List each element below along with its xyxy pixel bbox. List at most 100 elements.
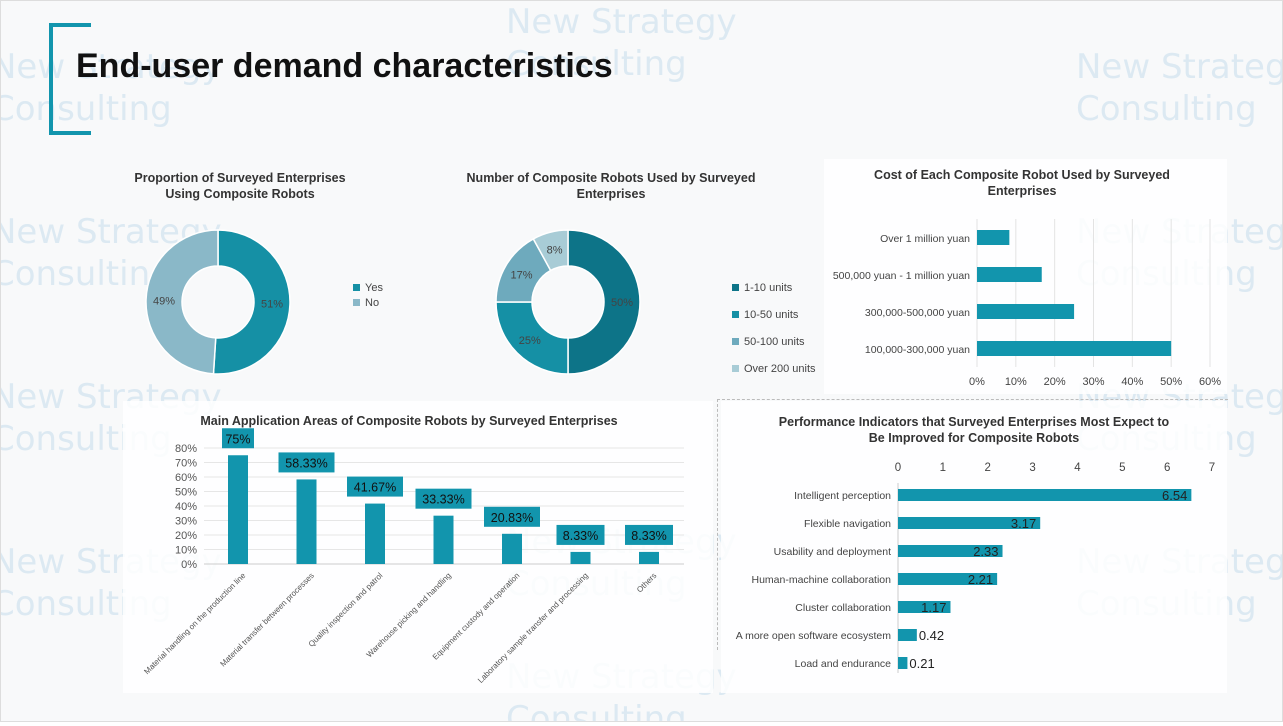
x-tick-label: 30% xyxy=(1082,376,1104,388)
divider xyxy=(717,399,1228,650)
x-tick-label: 40% xyxy=(1121,376,1143,388)
x-tick-label: 0% xyxy=(969,376,985,388)
bar xyxy=(898,545,1003,557)
slice-label: 17% xyxy=(511,270,533,282)
legend-swatch xyxy=(732,284,739,291)
bar xyxy=(898,573,998,585)
y-tick-label: 80% xyxy=(175,443,197,455)
category-label: Laboratory sample transfer and processin… xyxy=(476,571,590,685)
data-label-box xyxy=(625,524,673,545)
data-label-box xyxy=(556,524,605,545)
bar xyxy=(502,533,522,564)
legend-label: 10-50 units xyxy=(744,309,799,321)
category-label: 300,000-500,000 yuan xyxy=(865,307,970,319)
chart-title: Enterprises xyxy=(577,187,646,201)
category-label: Over 1 million yuan xyxy=(880,233,970,245)
bar xyxy=(898,657,908,669)
pie-slice xyxy=(145,229,219,375)
slice-label: 50% xyxy=(611,297,633,309)
chart-title: Performance Indicators that Surveyed Ent… xyxy=(779,415,1170,429)
slice-label: 25% xyxy=(519,335,541,347)
bar xyxy=(365,503,385,564)
page-title: End-user demand characteristics xyxy=(76,47,613,85)
bar xyxy=(898,629,917,641)
category-label: Human-machine collaboration xyxy=(752,574,892,586)
bar xyxy=(570,551,591,564)
data-label-box xyxy=(484,506,540,527)
category-label: Others xyxy=(635,571,658,594)
legend-swatch xyxy=(732,338,739,345)
chart-title: Main Application Areas of Composite Robo… xyxy=(200,414,617,428)
legend-swatch xyxy=(353,299,360,306)
data-label: 58.33% xyxy=(285,456,327,470)
bar xyxy=(296,479,317,564)
data-label: 6.54 xyxy=(1162,488,1187,503)
bar xyxy=(433,515,454,564)
category-label: Usability and deployment xyxy=(774,546,891,558)
category-label: Flexible navigation xyxy=(804,518,891,530)
data-label: 41.67% xyxy=(354,481,396,495)
title-bracket xyxy=(49,23,91,135)
data-label: 2.33 xyxy=(973,544,998,559)
category-label: Quality inspection and patrol xyxy=(307,571,385,649)
y-tick-label: 20% xyxy=(175,530,197,542)
data-label: 20.83% xyxy=(491,511,533,525)
legend-swatch xyxy=(732,365,739,372)
data-label: 1.17 xyxy=(921,600,946,615)
bar xyxy=(639,551,659,564)
slice-label: 8% xyxy=(547,245,563,257)
x-tick-label: 3 xyxy=(1029,462,1035,474)
data-label: 3.17 xyxy=(1011,516,1036,531)
y-tick-label: 60% xyxy=(175,472,197,484)
x-tick-label: 2 xyxy=(985,462,991,474)
data-label: 2.21 xyxy=(968,572,993,587)
x-tick-label: 5 xyxy=(1119,462,1125,474)
category-label: Load and endurance xyxy=(795,658,891,670)
legend-swatch xyxy=(353,284,360,291)
y-tick-label: 70% xyxy=(175,458,197,470)
data-label: 8.33% xyxy=(631,529,666,543)
y-tick-label: 30% xyxy=(175,516,197,528)
chart-title: Number of Composite Robots Used by Surve… xyxy=(467,171,756,185)
bar xyxy=(977,304,1075,319)
x-tick-label: 50% xyxy=(1160,376,1182,388)
chart-title: Cost of Each Composite Robot Used by Sur… xyxy=(874,168,1170,182)
category-label: Intelligent perception xyxy=(794,490,891,502)
slice-label: 49% xyxy=(153,295,175,307)
y-tick-label: 10% xyxy=(175,545,197,557)
data-label-box xyxy=(222,428,254,449)
y-tick-label: 0% xyxy=(181,559,197,571)
data-label: 8.33% xyxy=(563,529,598,543)
pie-slice xyxy=(532,229,569,272)
bar xyxy=(977,341,1172,356)
x-tick-label: 0 xyxy=(895,462,901,474)
bar xyxy=(898,517,1041,529)
data-label-box xyxy=(415,488,472,509)
category-label: A more open software ecosystem xyxy=(736,630,891,642)
chart-title: Proportion of Surveyed Enterprises xyxy=(134,171,345,185)
legend-label: 50-100 units xyxy=(744,336,805,348)
legend-label: 1-10 units xyxy=(744,282,793,294)
pie-slice xyxy=(567,229,641,375)
x-tick-label: 4 xyxy=(1074,462,1081,474)
chart-title: Enterprises xyxy=(988,184,1057,198)
chart-title: Be Improved for Composite Robots xyxy=(869,431,1079,445)
x-tick-label: 7 xyxy=(1209,462,1215,474)
legend-label: Yes xyxy=(365,282,383,294)
bar xyxy=(898,601,951,613)
category-label: 100,000-300,000 yuan xyxy=(865,344,970,356)
bar xyxy=(898,489,1192,501)
data-label-box xyxy=(347,476,403,497)
data-label: 0.42 xyxy=(919,628,944,643)
x-tick-label: 20% xyxy=(1044,376,1066,388)
bar xyxy=(228,455,248,564)
x-tick-label: 6 xyxy=(1164,462,1170,474)
slice-label: 51% xyxy=(261,299,283,311)
data-label-box xyxy=(278,452,335,473)
x-tick-label: 1 xyxy=(940,462,946,474)
y-tick-label: 40% xyxy=(175,501,197,513)
x-tick-label: 10% xyxy=(1005,376,1027,388)
